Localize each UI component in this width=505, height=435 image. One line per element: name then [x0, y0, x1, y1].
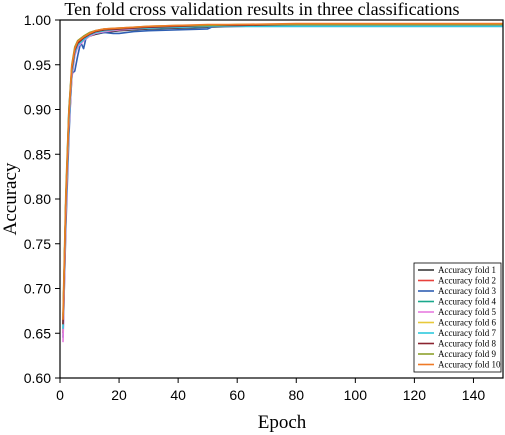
- x-tick-label: 140: [462, 387, 486, 403]
- legend-label: Accuracy fold 2: [438, 276, 496, 286]
- y-tick-label: 0.70: [24, 281, 51, 297]
- chart-title: Ten fold cross validation results in thr…: [64, 0, 459, 19]
- legend-label: Accuracy fold 5: [438, 307, 496, 317]
- x-tick-label: 80: [288, 387, 304, 403]
- y-tick-label: 0.95: [24, 57, 51, 73]
- y-axis-title: Accuracy: [0, 162, 21, 235]
- legend-label: Accuracy fold 9: [438, 349, 496, 359]
- x-tick-label: 120: [403, 387, 427, 403]
- legend-label: Accuracy fold 3: [438, 286, 496, 296]
- y-tick-label: 0.65: [24, 325, 51, 341]
- legend-label: Accuracy fold 10: [438, 360, 501, 370]
- x-tick-label: 40: [170, 387, 186, 403]
- y-tick-label: 1.00: [24, 12, 51, 28]
- y-tick-label: 0.90: [24, 102, 51, 118]
- x-axis-title: Epoch: [258, 412, 307, 433]
- legend-label: Accuracy fold 7: [438, 328, 496, 338]
- legend-label: Accuracy fold 1: [438, 265, 496, 275]
- legend-label: Accuracy fold 6: [438, 318, 496, 328]
- x-tick-label: 100: [344, 387, 368, 403]
- y-tick-label: 0.75: [24, 236, 51, 252]
- x-axis: 0 20 40 60 80 100 120 140: [56, 378, 485, 403]
- legend-label: Accuracy fold 4: [438, 297, 496, 307]
- legend-label: Accuracy fold 8: [438, 339, 496, 349]
- y-tick-label: 0.60: [24, 370, 51, 386]
- y-tick-label: 0.80: [24, 191, 51, 207]
- series-line-fold-10: [62, 22, 503, 320]
- x-tick-label: 0: [56, 387, 64, 403]
- x-tick-label: 20: [111, 387, 127, 403]
- y-axis: 0.60 0.65 0.70 0.75 0.80 0.85 0.90 0.95 1.00: [24, 12, 60, 386]
- y-tick-label: 0.85: [24, 146, 51, 162]
- x-tick-label: 60: [229, 387, 245, 403]
